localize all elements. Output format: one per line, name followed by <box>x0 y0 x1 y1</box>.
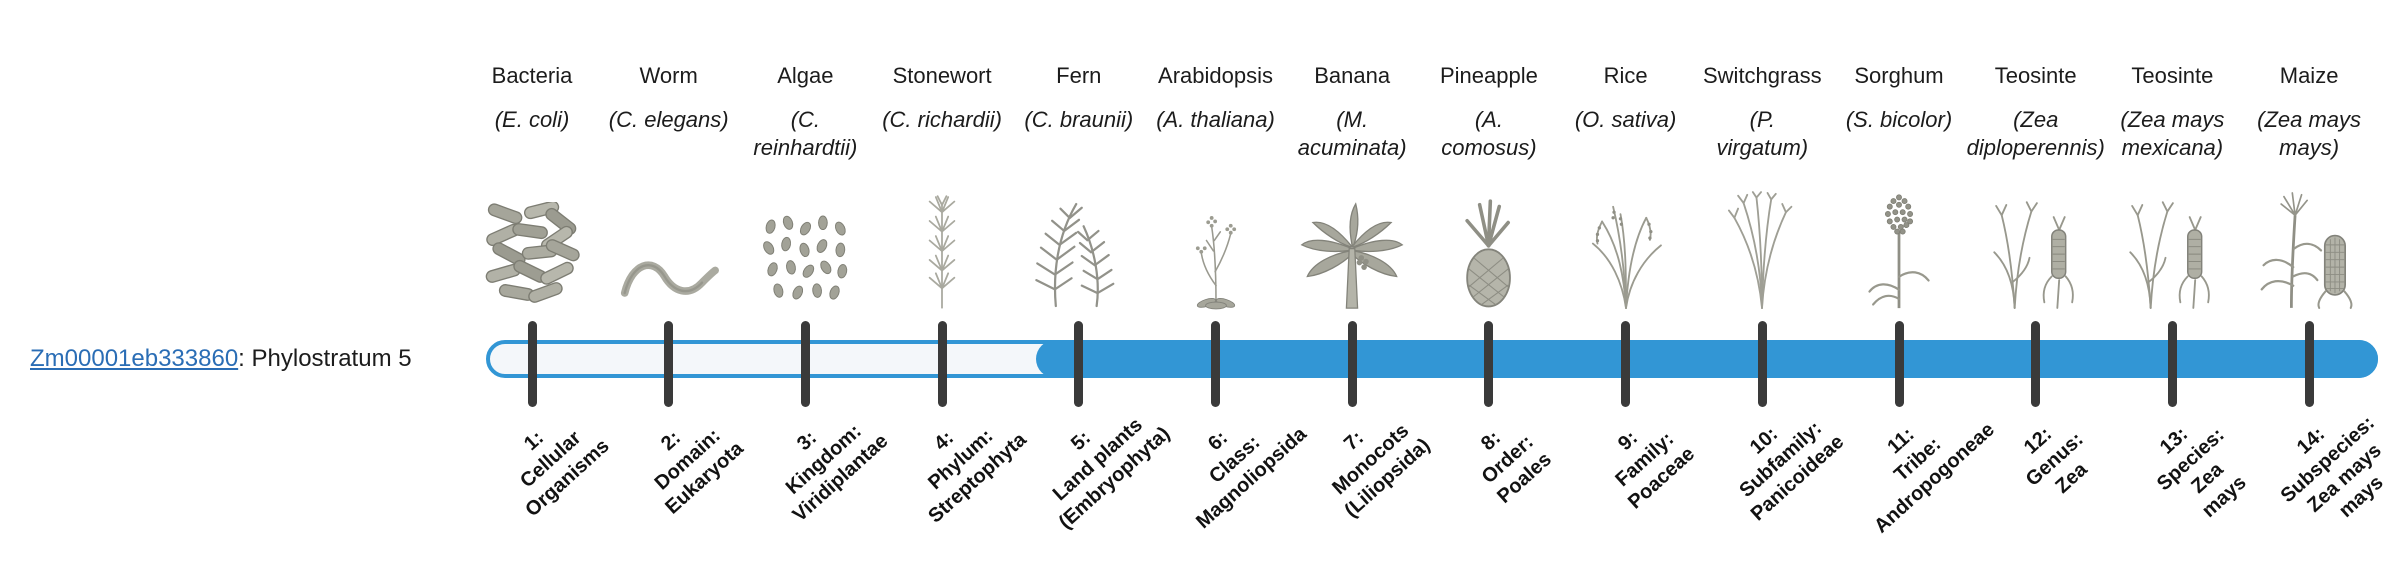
organism-illustration <box>1012 174 1146 310</box>
timeline-tick <box>2304 321 2314 407</box>
organism-scientific-name: (Zea diploperennis) <box>1966 106 2105 161</box>
stratum-label: 14: Subspecies: Zea mays mays <box>2276 411 2388 522</box>
timeline-tick <box>1211 321 1220 407</box>
organism-common-name: Pineapple <box>1439 63 1538 88</box>
organism-scientific-name: (Zea mays mays) <box>2257 106 2362 161</box>
stratum-label: 2: Domain: Eukaryota <box>650 424 748 519</box>
organism-illustration <box>1422 174 1556 310</box>
teosinte-icon <box>1993 201 2074 309</box>
timeline-tick <box>1484 321 1494 407</box>
fern-icon <box>1035 202 1115 308</box>
organism-common-name: Algae <box>777 63 834 88</box>
organism-label: Switchgrass (P. virgatum) <box>1682 62 1842 163</box>
worm-icon <box>620 261 719 297</box>
stratum-label: 9: Family: Poaceae <box>1610 426 1699 514</box>
banana-icon <box>1300 202 1404 309</box>
organism-common-name: Arabidopsis <box>1158 63 1273 88</box>
switchgrass-icon <box>1728 191 1793 309</box>
organism-illustration <box>2242 174 2376 310</box>
organism-scientific-name: (S. bicolor) <box>1845 106 1953 132</box>
organism-common-name: Teosinte <box>2131 63 2214 88</box>
organism-common-name: Sorghum <box>1854 63 1944 88</box>
organism-common-name: Banana <box>1314 63 1391 88</box>
rice-icon <box>1591 205 1662 309</box>
organism-scientific-name: (Zea mays mexicana) <box>2120 106 2225 161</box>
timeline-tick <box>2031 321 2041 407</box>
organism-label: Stonewort (C. richardii) <box>862 62 1022 134</box>
organism-label: Teosinte (Zea diploperennis) <box>1956 62 2116 163</box>
organism-common-name: Bacteria <box>491 63 573 88</box>
timeline-tick <box>937 321 947 407</box>
organism-illustration <box>1969 174 2103 310</box>
bacteria-icon <box>485 202 580 303</box>
organism-illustration <box>602 174 736 310</box>
organism-scientific-name: (C. richardii) <box>882 106 1002 132</box>
stratum-label: 7: Monocots (Liliopsida) <box>1328 419 1435 522</box>
stratum-label: 3: Kingdom: Viridiplantae <box>782 420 893 527</box>
stratum-label: 6: Class: Magnoliopsida <box>1191 423 1311 534</box>
organism-common-name: Switchgrass <box>1703 63 1822 88</box>
organism-illustration <box>1285 174 1419 310</box>
organism-common-name: Teosinte <box>1994 63 2077 88</box>
organism-common-name: Fern <box>1056 63 1102 88</box>
timeline-tick <box>1074 321 1084 407</box>
organism-scientific-name: (C. braunii) <box>1024 106 1134 132</box>
maize-icon <box>2260 192 2353 309</box>
organism-illustration <box>1695 174 1829 310</box>
organism-illustration <box>1559 174 1693 310</box>
teosinte-icon <box>2129 201 2211 309</box>
organism-illustration <box>1149 174 1283 310</box>
timeline-tick <box>1621 321 1631 407</box>
gene-annotation: : Phylostratum 5 <box>238 345 412 372</box>
organism-label: Maize (Zea mays mays) <box>2229 62 2389 163</box>
organism-common-name: Maize <box>2279 63 2339 88</box>
stratum-label: 8: Order: Poales <box>1476 426 1556 508</box>
organism-label: Worm (C. elegans) <box>589 62 749 134</box>
pineapple-icon <box>1465 199 1511 308</box>
organism-scientific-name: (E. coli) <box>494 106 570 132</box>
organism-illustration <box>465 174 599 310</box>
organism-illustration <box>2105 174 2239 310</box>
organism-label: Banana (M. acuminata) <box>1272 62 1432 163</box>
organism-scientific-name: (A. thaliana) <box>1156 106 1275 132</box>
stratum-label: 11: Tribe: Andropogoneae <box>1870 418 1999 538</box>
organism-label: Teosinte (Zea mays mexicana) <box>2092 62 2252 163</box>
timeline-tick <box>2167 321 2177 407</box>
organism-scientific-name: (A. comosus) <box>1441 106 1537 161</box>
phylostratum-track-fill <box>1036 340 2378 378</box>
arabidopsis-icon <box>1195 216 1236 310</box>
organism-label: Algae (C. reinhardtii) <box>725 62 885 163</box>
stonewort-icon <box>928 195 956 309</box>
organism-label: Fern (C. braunii) <box>999 62 1159 134</box>
organism-illustration <box>738 174 872 310</box>
organism-scientific-name: (C. elegans) <box>608 106 729 132</box>
timeline-tick <box>1894 321 1904 407</box>
organism-illustration <box>1832 174 1966 310</box>
organism-illustration <box>875 174 1009 310</box>
organism-label: Arabidopsis (A. thaliana) <box>1136 62 1296 134</box>
timeline-tick <box>1347 321 1357 407</box>
timeline-tick <box>527 321 537 407</box>
organism-label: Rice (O. sativa) <box>1546 62 1706 134</box>
timeline-tick <box>1757 321 1767 407</box>
organism-common-name: Stonewort <box>892 63 992 88</box>
organism-common-name: Worm <box>639 63 698 88</box>
stratum-label: 12: Genus: Zea <box>2019 423 2092 498</box>
stratum-label: 1: Cellular Organisms <box>516 426 614 522</box>
organism-label: Pineapple (A. comosus) <box>1409 62 1569 163</box>
organism-scientific-name: (C. reinhardtii) <box>753 106 858 161</box>
algae-icon <box>763 215 848 300</box>
organism-scientific-name: (P. virgatum) <box>1716 106 1809 161</box>
organism-label: Bacteria (E. coli) <box>452 62 612 134</box>
gene-link[interactable]: Zm00001eb333860 <box>30 345 239 372</box>
sorghum-icon <box>1868 194 1930 309</box>
organism-scientific-name: (M. acuminata) <box>1297 106 1407 161</box>
gene-label: Zm00001eb333860: Phylostratum 5 <box>30 345 412 373</box>
organism-scientific-name: (O. sativa) <box>1574 106 1677 132</box>
timeline-tick <box>800 321 810 407</box>
timeline-tick <box>664 321 674 407</box>
organism-common-name: Rice <box>1603 63 1648 88</box>
organism-label: Sorghum (S. bicolor) <box>1819 62 1979 134</box>
